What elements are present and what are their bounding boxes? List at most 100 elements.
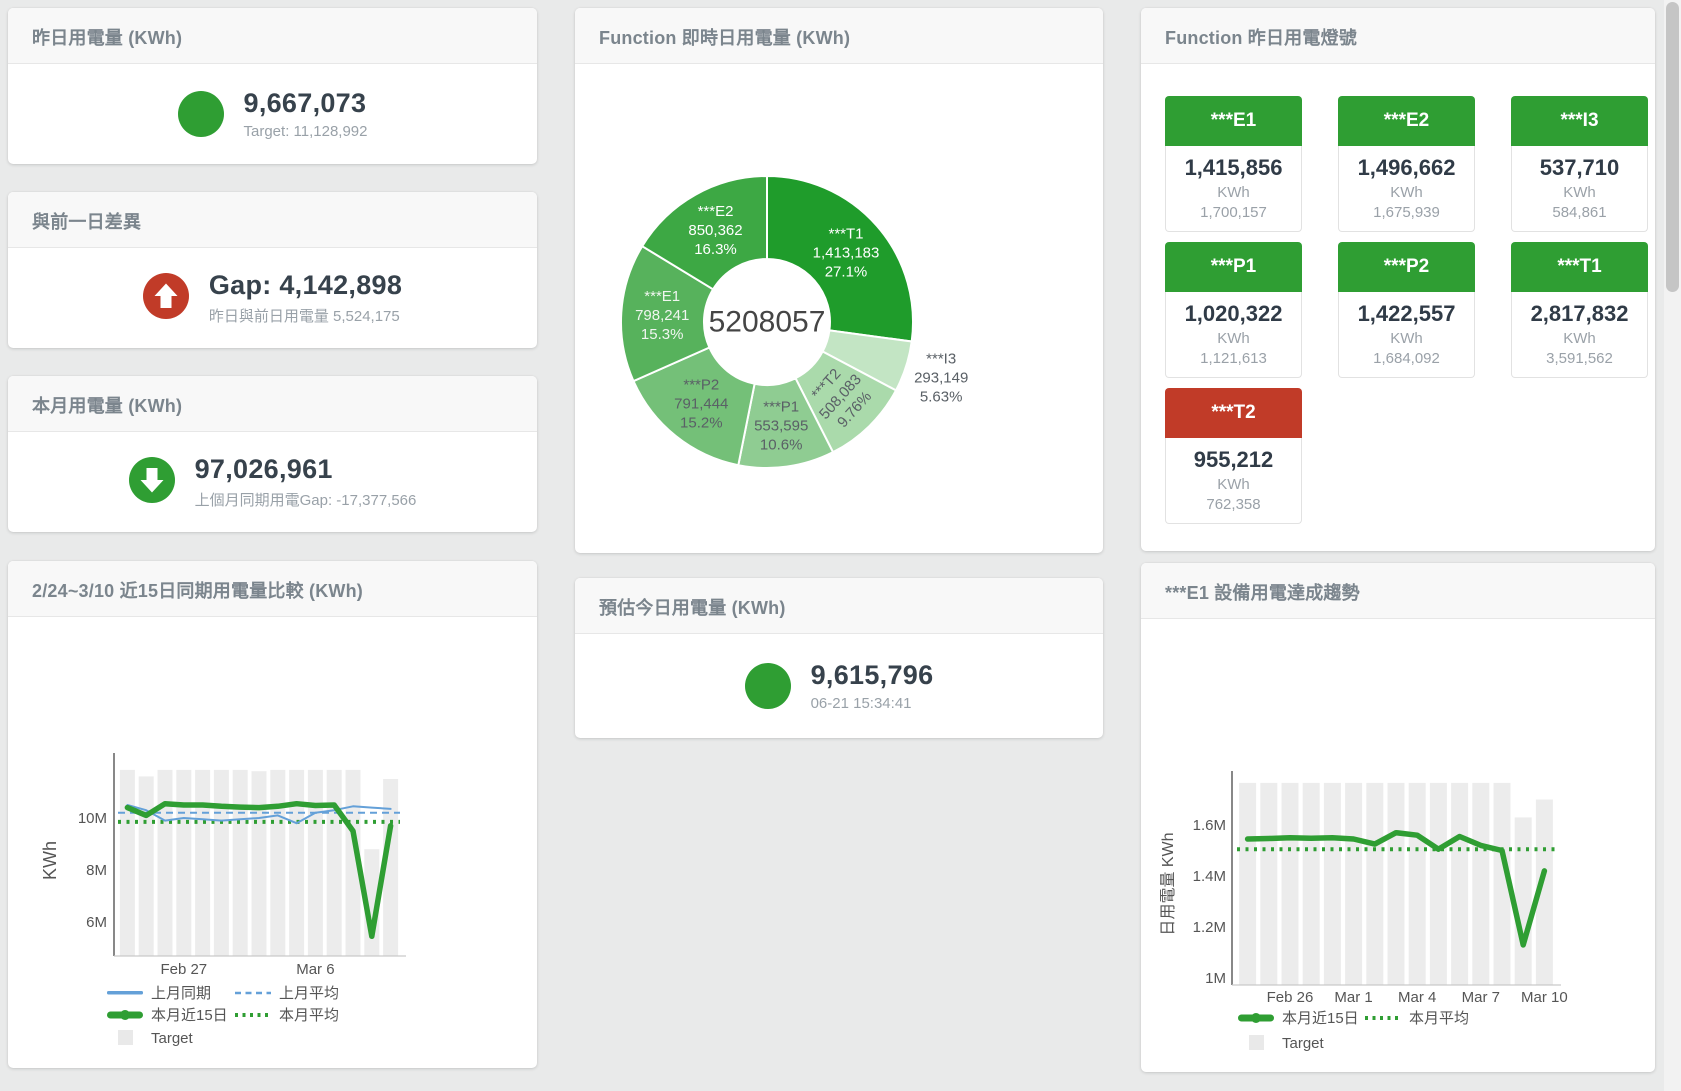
realtime-donut-chart[interactable]: ***T1 1,413,183 27.1% ***I3 293,149 5.63% ***T… (575, 64, 1103, 553)
donut-slice-e2[interactable] (640, 174, 768, 291)
legend-item[interactable]: Target (118, 1030, 194, 1047)
light-tile-target: 584,861 (1552, 204, 1607, 221)
light-tile-header: ***I3 (1511, 96, 1648, 146)
estimate-today-stat: 9,615,796 06-21 15:34:41 (575, 634, 1103, 738)
series-line (124, 800, 394, 940)
svg-text:***E1: ***E1 (644, 288, 680, 305)
light-tile-target: 762,358 (1206, 496, 1261, 513)
e1-trend-chart[interactable]: 1M 1.2M 1.4M 1.6M Feb 26 Mar 1 Mar 4 Mar 7 Mar 1… (1141, 619, 1655, 1072)
legend-item[interactable]: 本月近15日 (1238, 1010, 1359, 1027)
donut-label-e1: ***E1 798,241 15.3% (635, 288, 689, 343)
legend-item[interactable]: 上月同期 (107, 985, 211, 1002)
svg-text:16.3%: 16.3% (694, 241, 737, 258)
target-bar (251, 771, 267, 956)
target-bar (232, 769, 248, 956)
target-bar (1472, 782, 1490, 985)
light-tile-value: 2,817,832 (1530, 301, 1629, 326)
svg-text:15.2%: 15.2% (680, 414, 723, 431)
svg-text:***E2: ***E2 (698, 203, 734, 220)
day-gap-value: Gap: 4,142,898 (208, 270, 403, 300)
light-tile-i3[interactable]: ***I3 537,710 KWh 584,861 (1511, 96, 1648, 232)
green-status-circle-icon (744, 663, 791, 709)
donut-slice-t1[interactable] (766, 174, 915, 343)
y-tick-label: 1M (1205, 970, 1226, 987)
donut-label-t1: ***T1 1,413,183 27.1% (813, 225, 880, 280)
scrollbar[interactable] (1664, 0, 1681, 1091)
light-tile-body: 2,817,832 KWh 3,591,562 (1511, 292, 1648, 378)
down-arrow-icon (128, 456, 175, 508)
light-tile-t2[interactable]: ***T2 955,212 KWh 762,358 (1165, 388, 1302, 524)
svg-text:15.3%: 15.3% (641, 326, 684, 343)
light-tile-target: 3,591,562 (1546, 350, 1613, 367)
light-tile-body: 955,212 KWh 762,358 (1165, 438, 1302, 524)
light-tile-p2[interactable]: ***P2 1,422,557 KWh 1,684,092 (1338, 242, 1475, 378)
light-tile-target: 1,684,092 (1373, 350, 1440, 367)
target-bar (1387, 782, 1405, 985)
light-tile-value: 1,422,557 (1357, 301, 1456, 326)
card-yesterday-usage: 昨日用電量 (KWh) 9,667,073 Target: 11,128,992 (8, 8, 537, 164)
card-15day-comparison: 2/24~3/10 近15日同期用電量比較 (KWh) 6M 8M 10M Feb 2… (8, 561, 537, 1068)
y-tick-label: 1.6M (1193, 817, 1226, 834)
target-bar (1323, 782, 1341, 985)
svg-text:10.6%: 10.6% (760, 437, 803, 454)
light-tile-e1[interactable]: ***E1 1,415,856 KWh 1,700,157 (1165, 96, 1302, 232)
card-estimate-today-title: 預估今日用電量 (KWh) (575, 578, 1103, 634)
legend-item[interactable]: 本月近15日 (107, 1007, 228, 1024)
light-tile-body: 1,415,856 KWh 1,700,157 (1165, 146, 1302, 232)
target-bar (1345, 782, 1363, 985)
light-tile-body: 1,422,557 KWh 1,684,092 (1338, 292, 1475, 378)
svg-text:553,595: 553,595 (754, 418, 808, 435)
light-tile-header: ***E2 (1338, 96, 1475, 146)
legend-label: 上月同期 (151, 985, 211, 1002)
light-tile-e2[interactable]: ***E2 1,496,662 KWh 1,675,939 (1338, 96, 1475, 232)
month-usage-stat: 97,026,961 上個月同期用電Gap: -17,377,566 (8, 432, 537, 532)
svg-text:1,413,183: 1,413,183 (813, 244, 880, 261)
target-bar (157, 769, 173, 956)
legend-item[interactable]: 本月平均 (235, 1007, 339, 1024)
scrollbar-thumb[interactable] (1666, 2, 1679, 292)
y-axis-title: KWh (40, 841, 60, 880)
x-tick-label: Mar 6 (296, 961, 334, 978)
light-tile-unit: KWh (1563, 330, 1596, 347)
legend-item[interactable]: 上月平均 (235, 985, 339, 1002)
target-bar (213, 769, 229, 956)
yesterday-usage-value: 9,667,073 (243, 88, 367, 118)
target-bar (1260, 782, 1278, 985)
svg-text:27.1%: 27.1% (825, 263, 868, 280)
card-yesterday-usage-title: 昨日用電量 (KWh) (8, 8, 537, 64)
donut-label-p1: ***P1 553,595 10.6% (754, 399, 808, 454)
light-tile-value: 1,496,662 (1357, 155, 1456, 180)
target-bar (176, 769, 192, 956)
y-tick-label: 8M (86, 862, 107, 879)
card-15day-comparison-title: 2/24~3/10 近15日同期用電量比較 (KWh) (8, 561, 537, 617)
light-tile-unit: KWh (1217, 330, 1250, 347)
day-gap-subtitle: 昨日與前日用電量 5,524,175 (208, 308, 400, 325)
light-tile-target: 1,675,939 (1373, 204, 1440, 221)
target-bar (1493, 782, 1511, 985)
legend-item[interactable]: 本月平均 (1365, 1010, 1469, 1027)
legend-label: 本月平均 (1409, 1010, 1469, 1027)
light-tile-header: ***P1 (1165, 242, 1302, 292)
light-tile-value: 955,212 (1193, 447, 1274, 472)
card-e1-trend-title: ***E1 設備用電達成趨勢 (1141, 563, 1655, 619)
svg-text:798,241: 798,241 (635, 307, 689, 324)
legend-label: 上月平均 (279, 985, 339, 1002)
target-bar (138, 776, 154, 956)
light-tile-header: ***P2 (1338, 242, 1475, 292)
y-tick-label: 1.4M (1193, 868, 1226, 885)
card-day-gap: 與前一日差異 Gap: 4,142,898 昨日與前日用電量 5,524,175 (8, 192, 537, 348)
x-tick-label: Mar 4 (1398, 989, 1436, 1006)
y-tick-label: 10M (78, 810, 107, 827)
y-tick-label: 1.2M (1193, 919, 1226, 936)
light-tile-p1[interactable]: ***P1 1,020,322 KWh 1,121,613 (1165, 242, 1302, 378)
light-tile-t1[interactable]: ***T1 2,817,832 KWh 3,591,562 (1511, 242, 1648, 378)
legend-item[interactable]: Target (1249, 1035, 1325, 1052)
x-tick-label: Mar 7 (1462, 989, 1500, 1006)
light-tile-body: 1,020,322 KWh 1,121,613 (1165, 292, 1302, 378)
target-bar (1429, 782, 1447, 985)
target-bar (1281, 782, 1299, 985)
legend-label: 本月近15日 (151, 1007, 228, 1024)
estimate-today-value: 9,615,796 (810, 660, 934, 690)
donut-center-total: 5208057 (709, 306, 826, 339)
